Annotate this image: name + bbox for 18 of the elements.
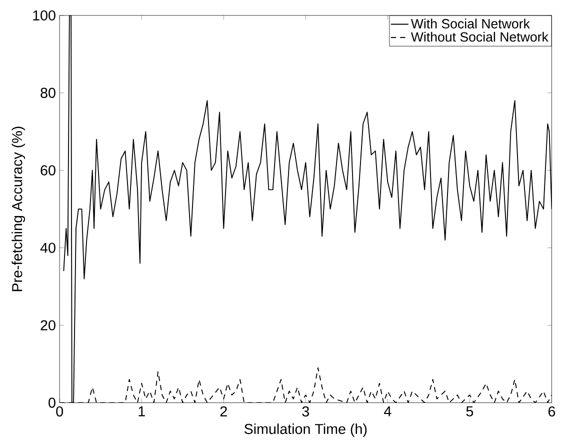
line-series [63,15,552,403]
x-axis-title: Simulation Time (h) [244,424,367,437]
y-tick-label: 100 [33,10,56,20]
y-tick-label: 20 [40,320,56,330]
legend-label: Without Social Network [410,32,548,42]
x-tick-label: 1 [138,406,145,416]
y-tick-label: 60 [40,165,56,176]
y-axis-title: Pre-fetching Accuracy (%) [12,126,26,292]
legend-label: With Social Network [410,18,530,28]
x-tick-label: 2 [220,406,227,416]
x-tick-label: 6 [548,406,556,417]
x-tick-label: 0 [56,406,64,417]
x-tick-label: 3 [302,406,310,417]
y-tick-label: 40 [40,242,56,253]
x-tick-label: 4 [384,406,392,416]
y-tick-label: 0 [48,398,56,408]
y-tick-label: 80 [40,88,56,98]
x-tick-label: 5 [466,406,474,416]
